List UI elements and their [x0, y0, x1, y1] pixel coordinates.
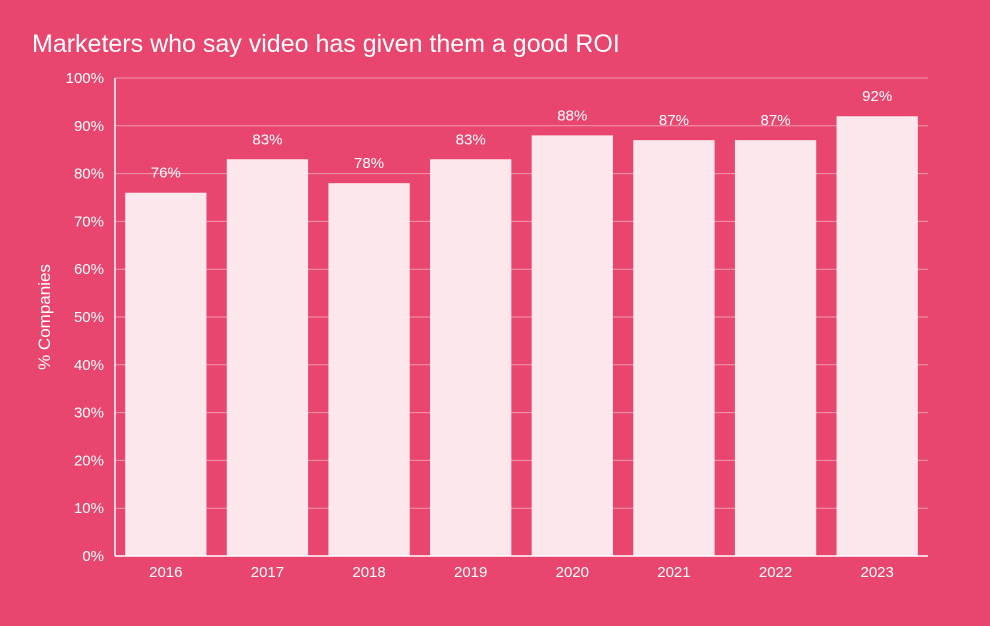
bar-2023	[836, 116, 918, 557]
y-tick-label: 30%	[74, 405, 104, 422]
y-tick-label: 40%	[74, 357, 104, 374]
x-tick-label: 2019	[454, 564, 487, 581]
y-tick-label: 50%	[74, 309, 104, 326]
y-tick-label: 10%	[74, 500, 104, 517]
bar-2017	[226, 159, 309, 556]
y-tick-label: 90%	[74, 118, 104, 135]
y-axis-label: % Companies	[35, 264, 54, 370]
data-label: 87%	[659, 112, 689, 129]
axes	[114, 78, 928, 557]
data-label: 87%	[761, 112, 791, 129]
y-tick-label: 60%	[74, 261, 104, 278]
data-label: 76%	[151, 165, 181, 182]
y-tick-label: 80%	[74, 166, 104, 183]
y-tick-label: 20%	[74, 452, 104, 469]
data-label: 83%	[456, 131, 486, 148]
y-tick-label: 0%	[82, 548, 104, 565]
y-tick-label: 70%	[74, 213, 104, 230]
x-tick-label: 2022	[759, 564, 792, 581]
y-tick-labels: 0% 10% 20% 30% 40% 50% 60% 70% 80% 90% 100%	[66, 70, 104, 565]
x-tick-label: 2018	[352, 564, 385, 581]
bar-2020	[531, 135, 613, 557]
bar-2018	[328, 183, 410, 556]
data-label: 78%	[354, 155, 384, 172]
y-tick-label: 100%	[66, 70, 104, 87]
x-tick-label: 2021	[657, 564, 690, 581]
data-labels: 76% 83% 78% 83% 88% 87% 87% 92%	[151, 88, 892, 181]
bar-2022	[734, 140, 817, 556]
x-tick-labels: 2016 2017 2018 2019 2020 2021 2022 2023	[149, 564, 894, 581]
data-label: 88%	[557, 107, 587, 124]
bars	[125, 116, 918, 557]
x-tick-label: 2020	[556, 564, 589, 581]
x-tick-label: 2016	[149, 564, 182, 581]
data-label: 92%	[862, 88, 892, 105]
chart-title: Marketers who say video has given them a…	[32, 30, 620, 58]
x-tick-label: 2023	[861, 564, 894, 581]
data-label: 83%	[252, 131, 282, 148]
x-tick-label: 2017	[251, 564, 284, 581]
bar-2021	[633, 140, 715, 556]
bar-2016	[125, 192, 207, 556]
bar-2019	[430, 159, 512, 556]
